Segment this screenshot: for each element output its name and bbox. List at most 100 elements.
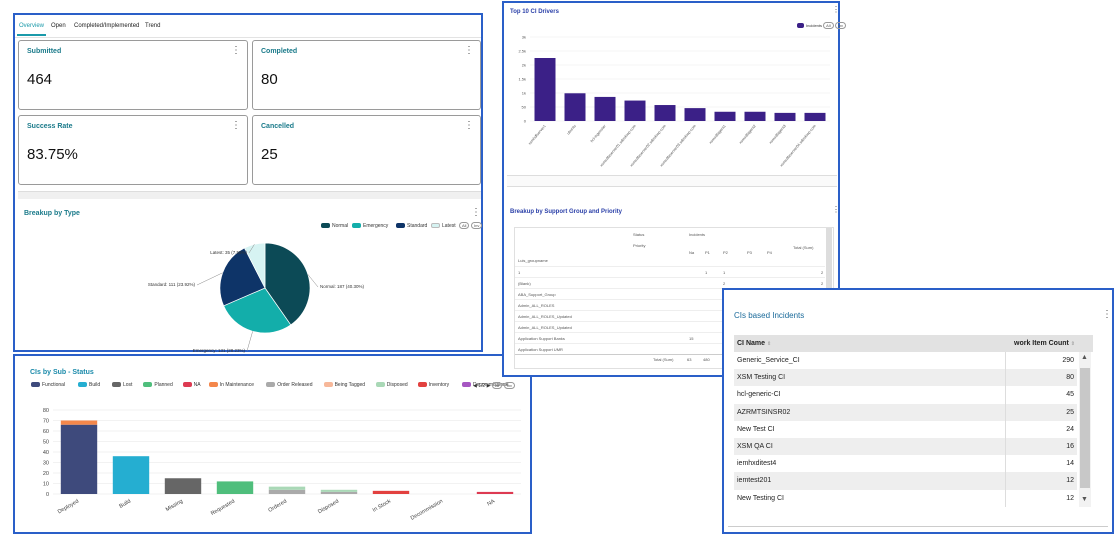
legend-item-lost[interactable]: Lost bbox=[112, 382, 132, 388]
bar-incidents[interactable] bbox=[744, 111, 766, 121]
bar-deployed-functional[interactable] bbox=[60, 424, 98, 494]
bar-incidents[interactable] bbox=[714, 111, 736, 121]
more-options-icon[interactable]: ⋮ bbox=[471, 207, 481, 218]
legend-item-inventory[interactable]: Inventory bbox=[417, 382, 449, 388]
col-ci-name[interactable]: CI Name ⇕ bbox=[737, 340, 772, 347]
y-tick-label: 30 bbox=[43, 461, 49, 467]
legend-item-being-tagged[interactable]: Being Tagged bbox=[323, 382, 365, 388]
legend-item-functional[interactable]: Functional bbox=[31, 382, 65, 388]
table-row[interactable]: Generic_Service_CI 290 bbox=[734, 352, 1077, 370]
legend-item-emergency[interactable]: Emergency bbox=[352, 223, 388, 229]
legend-all-button[interactable]: All bbox=[459, 222, 470, 229]
table-row[interactable]: New Test CI 24 bbox=[734, 420, 1077, 438]
legend-item-in-maintenance[interactable]: In Maintenance bbox=[208, 382, 254, 388]
bar-in-stock-inventory[interactable] bbox=[372, 490, 410, 494]
bar-incidents[interactable] bbox=[804, 112, 826, 121]
table-row[interactable]: New Testing CI 12 bbox=[734, 489, 1077, 507]
col-work-item-count[interactable]: work Item Count ⇕ bbox=[1014, 340, 1075, 347]
legend-item-disposed[interactable]: Disposed bbox=[375, 382, 408, 388]
bar-ordered-disposed[interactable] bbox=[268, 486, 306, 490]
more-options-icon[interactable]: ⋮ bbox=[832, 205, 840, 214]
legend-item-order-released[interactable]: Order Released bbox=[266, 382, 312, 388]
card-title: Submitted bbox=[27, 48, 62, 55]
table-scrollbar[interactable] bbox=[826, 228, 832, 288]
y-tick-label: 50 bbox=[43, 440, 49, 446]
legend-item-normal[interactable]: Normal bbox=[321, 223, 348, 229]
completed-card[interactable]: Completed ⋮ 80 bbox=[252, 40, 481, 110]
legend-inv-button[interactable]: Inv bbox=[834, 22, 847, 29]
bar-disposed-order-released[interactable] bbox=[320, 491, 358, 494]
bar-na-na[interactable] bbox=[476, 491, 514, 494]
bar-incidents[interactable] bbox=[624, 100, 646, 121]
more-options-icon[interactable]: ⋮ bbox=[832, 5, 840, 14]
more-options-icon[interactable]: ⋮ bbox=[464, 45, 474, 56]
support-table-row[interactable]: 1 1 1 2 bbox=[515, 266, 825, 278]
support-table-row[interactable]: Application Support UMR bbox=[515, 343, 825, 355]
pie-slice-latest[interactable] bbox=[243, 242, 266, 289]
legend-item-standard[interactable]: Standard bbox=[396, 223, 427, 229]
support-table-row[interactable]: Application Support Banks 15 bbox=[515, 332, 825, 344]
group-name: Admin_ALL_ROLES bbox=[518, 303, 555, 308]
legend-inv-button[interactable]: Inv bbox=[471, 222, 483, 229]
support-table-row[interactable]: ABA_Support_Group bbox=[515, 288, 825, 300]
next-page-icon[interactable]: ▶ bbox=[486, 383, 491, 389]
table-row[interactable]: XSM QA CI 16 bbox=[734, 437, 1077, 456]
prev-page-icon[interactable]: ◀ bbox=[473, 383, 477, 389]
legend-item-na[interactable]: NA bbox=[182, 382, 201, 388]
table-row[interactable]: AZRMTSINSR02 25 bbox=[734, 403, 1077, 421]
more-options-icon[interactable]: ⋮ bbox=[231, 45, 241, 56]
support-table-row[interactable]: (Blank) 2 2 bbox=[515, 277, 825, 289]
legend-all-button[interactable]: All bbox=[823, 22, 834, 29]
scroll-thumb[interactable] bbox=[1080, 368, 1090, 488]
tab-overview[interactable]: Overview bbox=[19, 23, 45, 29]
table-row[interactable]: iemhxditest4 14 bbox=[734, 455, 1077, 473]
scroll-down-icon[interactable]: ▼ bbox=[1081, 496, 1088, 503]
bar-incidents[interactable] bbox=[654, 105, 676, 121]
bar-deployed-in-maintenance[interactable] bbox=[60, 420, 98, 425]
more-options-icon[interactable]: ⋮ bbox=[464, 120, 474, 131]
table-row[interactable]: iemtest201 12 bbox=[734, 472, 1077, 490]
group-name: Application Support Banks bbox=[518, 336, 565, 341]
scroll-up-icon[interactable]: ▲ bbox=[1081, 354, 1088, 361]
pie-slice-emergency[interactable] bbox=[223, 287, 292, 334]
legend-item-build[interactable]: Build bbox=[78, 382, 100, 388]
ci-name-cell: iemtest201 bbox=[734, 472, 1007, 490]
card-value: 80 bbox=[261, 71, 278, 88]
bar-incidents[interactable] bbox=[594, 96, 616, 121]
legend-item-latest[interactable]: Latest bbox=[431, 223, 456, 229]
bar-build-build[interactable] bbox=[112, 456, 150, 494]
footer-total-value: 480 bbox=[703, 357, 710, 362]
legend-item-incidents[interactable]: Incidents bbox=[806, 23, 823, 28]
y-tick-label: 1k bbox=[522, 91, 526, 96]
more-options-icon[interactable]: ⋮ bbox=[1102, 309, 1112, 320]
ci-name-cell: New Testing CI bbox=[734, 489, 1007, 507]
bar-incidents[interactable] bbox=[684, 108, 706, 121]
cancelled-card[interactable]: Cancelled ⋮ 25 bbox=[252, 115, 481, 185]
bar-ordered-order-released[interactable] bbox=[268, 489, 306, 494]
legend-all-button[interactable]: All bbox=[491, 382, 503, 389]
tab-completed-implemented[interactable]: Completed/Implemented bbox=[74, 23, 140, 29]
more-options-icon[interactable]: ⋮ bbox=[231, 120, 241, 131]
tab-trend[interactable]: Trend bbox=[145, 23, 161, 29]
bar-disposed-disposed[interactable] bbox=[320, 489, 358, 492]
table-scrollbar[interactable]: ▲ ▼ bbox=[1079, 352, 1091, 507]
pie-slice-standard[interactable] bbox=[219, 247, 266, 307]
sort-icon[interactable]: ⇕ bbox=[1070, 341, 1075, 347]
card-value: 25 bbox=[261, 146, 278, 163]
success-rate-card[interactable]: Success Rate ⋮ 83.75% bbox=[18, 115, 248, 185]
bar-incidents[interactable] bbox=[534, 58, 556, 121]
bar-missing-lost[interactable] bbox=[164, 478, 202, 494]
legend-item-planned[interactable]: Planned bbox=[143, 382, 173, 388]
sort-icon[interactable]: ⇕ bbox=[766, 341, 772, 347]
table-row[interactable]: hcl-generic-CI 45 bbox=[734, 386, 1077, 404]
legend-inv-button[interactable]: Inv bbox=[503, 382, 516, 389]
legend-item-decommissione[interactable]: Decommissione bbox=[462, 382, 509, 388]
pie-slice-normal[interactable] bbox=[264, 242, 311, 326]
tab-open[interactable]: Open bbox=[51, 23, 66, 29]
bar-requested-planned[interactable] bbox=[216, 481, 254, 494]
x-tick-label: hcl-ingenster bbox=[590, 124, 608, 144]
table-row[interactable]: XSM Testing CI 80 bbox=[734, 369, 1077, 387]
bar-incidents[interactable] bbox=[774, 112, 796, 121]
bar-incidents[interactable] bbox=[564, 93, 586, 121]
submitted-card[interactable]: Submitted ⋮ 464 bbox=[18, 40, 248, 110]
